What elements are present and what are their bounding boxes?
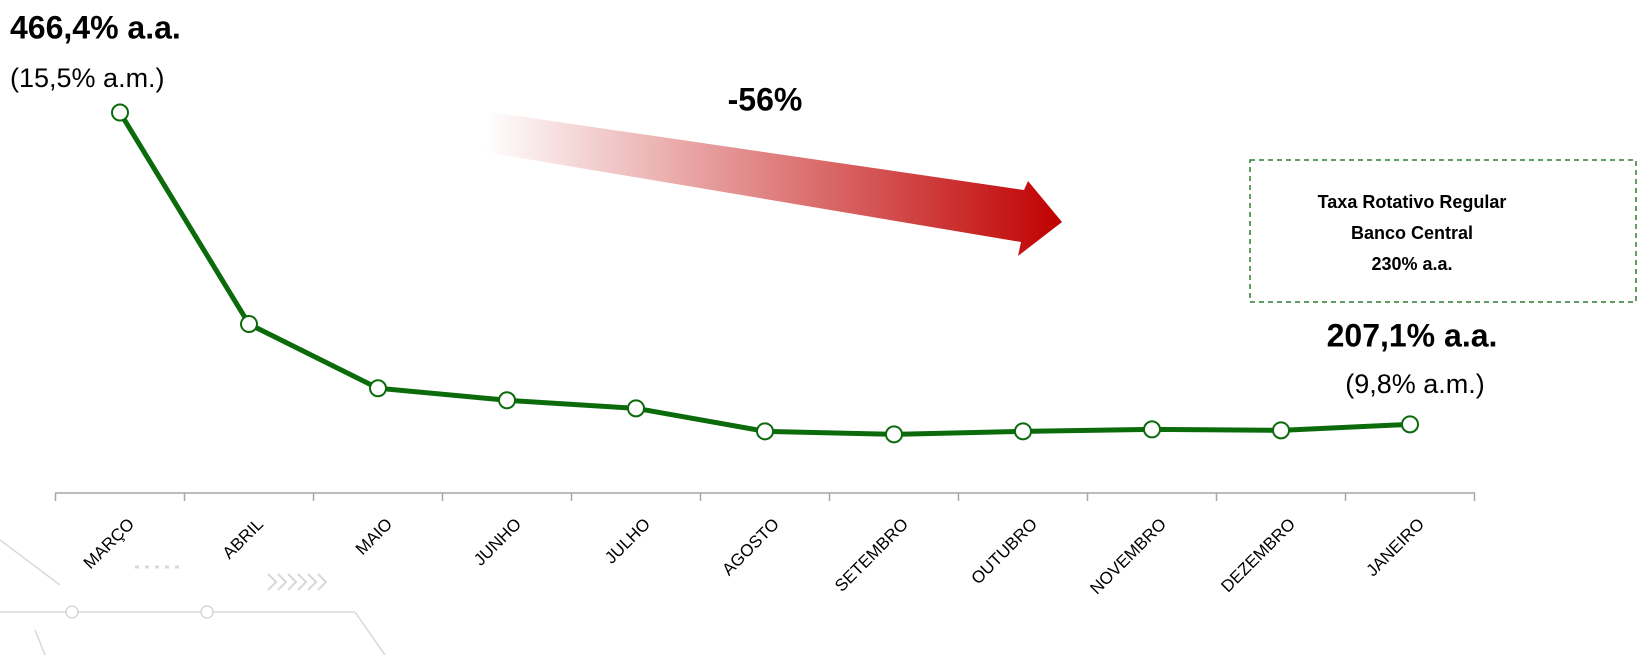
data-label: 207,1% a.a. [1327, 317, 1498, 353]
data-point [1014, 422, 1032, 441]
background-decoration [0, 539, 386, 655]
trend-arrow [485, 112, 1062, 256]
x-tick-label: NOVEMBRO [1086, 515, 1170, 599]
x-tick-label: AGOSTO [718, 515, 783, 580]
data-point [627, 399, 645, 418]
x-tick-label: MAIO [352, 515, 396, 559]
x-tick-label: MARÇO [80, 515, 138, 573]
data-point [240, 315, 258, 334]
x-tick-label: OUTUBRO [967, 515, 1041, 589]
data-point [1401, 415, 1419, 434]
reference-box [1249, 159, 1637, 303]
box-text: 230% a.a. [1371, 254, 1452, 274]
x-tick-label: JUNHO [470, 515, 525, 570]
x-tick-label: DEZEMBRO [1217, 515, 1299, 597]
x-tick-label: JANEIRO [1362, 515, 1428, 581]
data-point [756, 422, 774, 441]
data-point [1272, 421, 1290, 440]
data-point [1143, 420, 1161, 439]
data-point [111, 103, 129, 122]
data-point [369, 379, 387, 398]
box-text: Taxa Rotativo Regular [1318, 192, 1507, 212]
data-point [885, 425, 903, 444]
annotation: -56% [728, 81, 803, 117]
data-sublabel: (9,8% a.m.) [1345, 369, 1485, 399]
data-point [498, 391, 516, 410]
box-text: Banco Central [1351, 223, 1473, 243]
data-sublabel: (15,5% a.m.) [10, 63, 165, 93]
x-tick-label: ABRIL [219, 515, 267, 563]
data-label: 466,4% a.a. [10, 9, 181, 45]
x-tick-label: JULHO [601, 515, 654, 568]
x-tick-label: SETEMBRO [831, 515, 912, 596]
